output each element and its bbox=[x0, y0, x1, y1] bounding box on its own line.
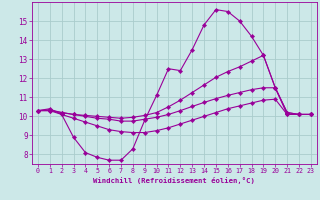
X-axis label: Windchill (Refroidissement éolien,°C): Windchill (Refroidissement éolien,°C) bbox=[93, 177, 255, 184]
